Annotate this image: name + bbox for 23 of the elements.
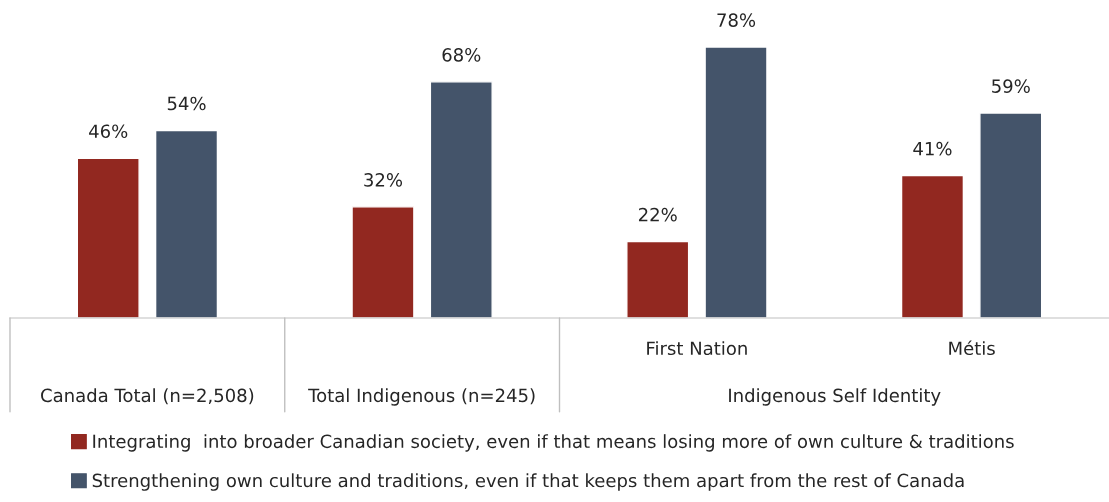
data-label: 54% [167, 96, 206, 111]
legend-label: Strengthening own culture and traditions, even if that keeps them apart from the rest of Canada [92, 473, 964, 491]
bar [626, 240, 690, 318]
data-label: 41% [913, 141, 952, 156]
text: Indigenous Self Identity [729, 388, 941, 406]
bar [900, 174, 965, 318]
data-label: 59% [992, 79, 1030, 93]
bar [704, 46, 768, 318]
bar [76, 157, 140, 318]
data-label: 46% [89, 124, 128, 139]
bar [154, 129, 219, 318]
data-label: 68% [442, 48, 481, 62]
x-tick-label: Canada Total (n=2,508) [41, 388, 254, 405]
data-label: 78% [717, 13, 756, 27]
legend-label: Integrating into broader Canadian society, even if that means losing more of own culture & traditions [93, 434, 1014, 452]
data-label: 32% [364, 173, 403, 187]
data-label: 22% [638, 207, 677, 222]
bar [429, 81, 493, 318]
x-tick-label: Métis [949, 340, 995, 356]
x-tick-label: Total Indigenous (n=245) [308, 388, 535, 406]
bar [351, 206, 415, 318]
x-tick-label: First Nation [647, 341, 747, 356]
bar [979, 112, 1043, 318]
